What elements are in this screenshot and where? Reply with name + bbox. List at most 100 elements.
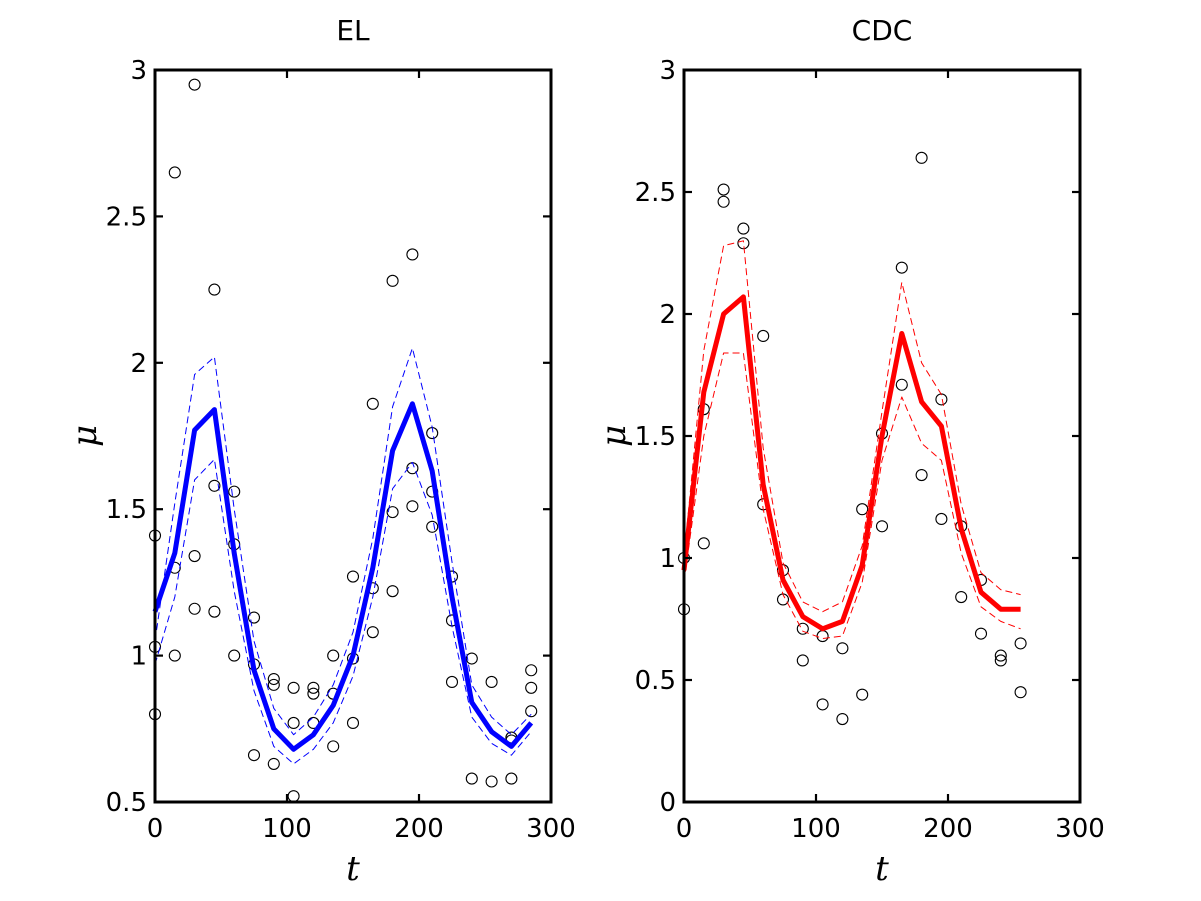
y-tick-label: 1.5 <box>106 495 147 525</box>
y-axis-label: μ <box>594 425 634 447</box>
observation-point <box>168 166 181 179</box>
observation-point <box>1014 686 1027 699</box>
observation-point <box>386 585 399 598</box>
y-tick-label: 3 <box>659 56 676 86</box>
observation-point <box>816 698 829 711</box>
y-tick-label: 2 <box>130 349 147 379</box>
observation-point <box>287 681 300 694</box>
observation-point <box>366 626 379 639</box>
observation-point <box>267 757 280 770</box>
x-axis-label: t <box>875 849 889 889</box>
x-tick-label: 0 <box>676 814 693 844</box>
observation-point <box>327 649 340 662</box>
observation-point <box>307 681 320 694</box>
observation-point <box>994 654 1007 667</box>
y-tick-label: 3 <box>130 56 147 86</box>
observation-point <box>188 602 201 615</box>
y-tick-label: 0.5 <box>635 666 676 696</box>
observation-point <box>485 675 498 689</box>
observation-point <box>525 681 538 694</box>
observation-point <box>915 468 928 482</box>
y-tick-label: 1 <box>130 642 147 672</box>
y-tick-label: 1.5 <box>635 422 676 452</box>
observation-point <box>307 687 320 700</box>
x-tick-label: 0 <box>147 814 164 844</box>
x-tick-label: 300 <box>526 814 576 844</box>
observation-point <box>955 590 968 604</box>
observation-point <box>247 749 261 762</box>
y-tick-label: 2.5 <box>106 202 147 232</box>
observation-point <box>856 688 869 701</box>
observation-point <box>974 627 988 640</box>
panel-cdc: CDC 0 100 200 300 0 0.5 1 1.5 2 2.5 3 t μ <box>594 14 1105 889</box>
observation-point <box>875 520 889 533</box>
observation-point <box>208 283 221 296</box>
band-line <box>683 240 1021 613</box>
observation-point <box>267 678 280 691</box>
band-line <box>154 347 532 736</box>
observation-point <box>935 512 948 526</box>
observation-point <box>228 649 241 662</box>
observation-point <box>287 716 300 729</box>
observation-point <box>816 630 829 643</box>
axis-ticks: 0 100 200 300 0 0.5 1 1.5 2 2.5 3 <box>635 56 1105 844</box>
observation-point <box>208 479 221 492</box>
y-tick-label: 0 <box>659 788 676 818</box>
x-axis-label: t <box>346 849 360 889</box>
observation-point <box>895 378 908 391</box>
observation-point <box>994 649 1007 662</box>
y-tick-label: 0.5 <box>106 788 147 818</box>
observation-point <box>836 712 849 726</box>
observation-point <box>267 672 280 686</box>
observation-point <box>485 775 498 788</box>
observation-point <box>915 151 928 164</box>
observation-point <box>525 705 538 718</box>
observation-point <box>426 520 439 533</box>
x-tick-label: 100 <box>262 814 312 844</box>
x-tick-label: 200 <box>923 814 973 844</box>
panel-title: CDC <box>852 14 913 47</box>
observation-point <box>406 500 419 513</box>
observation-point <box>445 675 459 689</box>
y-tick-label: 2 <box>659 300 676 330</box>
x-tick-label: 100 <box>791 814 841 844</box>
x-tick-label: 200 <box>394 814 444 844</box>
observation-point <box>717 183 730 196</box>
band-line <box>154 458 532 765</box>
observation-point <box>366 397 379 410</box>
y-axis-label: μ <box>65 425 105 447</box>
observation-point <box>346 716 360 729</box>
observation-point <box>208 605 221 618</box>
observation-point <box>836 642 849 655</box>
observation-point <box>386 274 399 287</box>
observation-point <box>697 537 710 550</box>
panel-title: EL <box>336 14 370 47</box>
observation-point <box>228 485 241 498</box>
axes-frame <box>153 68 553 804</box>
observation-point <box>525 664 538 677</box>
observation-point <box>188 78 201 91</box>
observation-point <box>757 329 770 343</box>
observation-point <box>737 222 750 235</box>
observation-point <box>465 772 478 785</box>
observation-point <box>505 772 518 785</box>
x-tick-label: 300 <box>1055 814 1105 844</box>
observation-point <box>247 611 261 624</box>
observation-point <box>935 393 948 406</box>
y-tick-label: 2.5 <box>635 178 676 208</box>
plot-area <box>148 78 538 803</box>
observation-point <box>895 261 908 274</box>
observation-point <box>796 654 809 667</box>
observation-point <box>717 195 730 208</box>
axis-ticks: 0 100 200 300 0.5 1 1.5 2 2.5 3 <box>106 56 576 844</box>
observation-point <box>346 570 360 583</box>
observation-point <box>386 506 399 519</box>
observation-point <box>406 248 419 261</box>
panel-el: EL 0 100 200 300 0.5 1 1.5 2 2.5 3 t μ <box>65 14 576 889</box>
observation-point <box>287 790 300 803</box>
observation-point <box>796 622 809 635</box>
observation-point <box>465 652 478 665</box>
observation-point <box>168 649 181 662</box>
observation-point <box>188 549 201 563</box>
